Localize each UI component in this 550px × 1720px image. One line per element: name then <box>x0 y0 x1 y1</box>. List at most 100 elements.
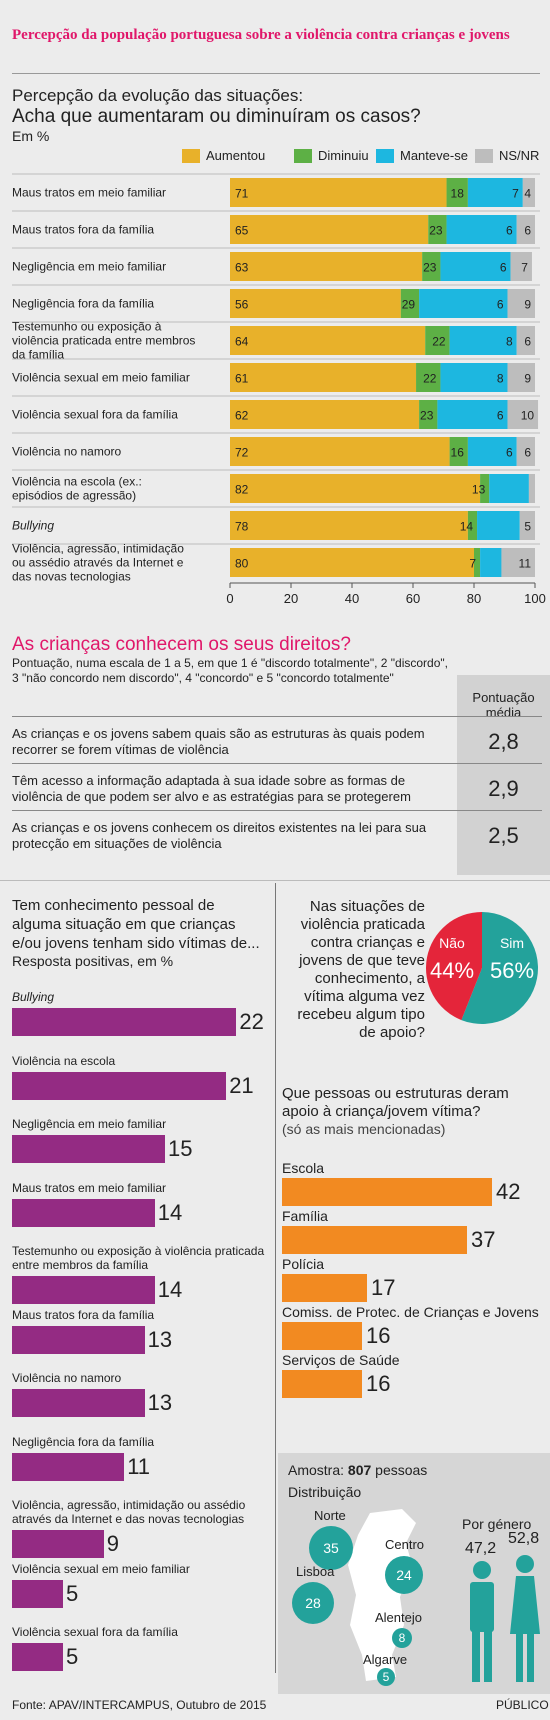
segment-value-label: 7 <box>469 557 476 571</box>
male-value: 47,2 <box>465 1540 497 1557</box>
segment-value-label: 8 <box>506 335 513 349</box>
segment-value-label: 23 <box>423 261 437 275</box>
publisher-credit: PÚBLICO <box>496 1698 549 1712</box>
category-label: Violência sexual em meio familiar <box>12 1561 190 1576</box>
bar <box>12 1008 237 1036</box>
bar <box>12 1198 155 1227</box>
bar-segment <box>507 363 535 392</box>
section-heading: Percepção da evolução das situações: <box>12 86 304 105</box>
segment-value-label: 80 <box>235 557 249 571</box>
divider <box>0 880 550 881</box>
segment-value-label: 78 <box>235 520 249 534</box>
bar-segment <box>507 400 539 429</box>
legend-item: Manteve-se <box>376 148 468 163</box>
segment-value-label: 62 <box>235 409 249 423</box>
segment-value-label: 63 <box>235 261 249 275</box>
category-label: Bullying <box>12 990 55 1004</box>
category-label: Violência no namoro <box>12 445 122 459</box>
segment-value-label: 65 <box>235 224 249 238</box>
gender-label: Por género <box>462 1516 532 1532</box>
bar-value-label: 13 <box>147 1326 173 1352</box>
scale-note: Pontuação, numa escala de 1 a 5, em que … <box>12 656 448 685</box>
sample-prefix: Amostra: <box>288 1462 348 1478</box>
legend-label: Manteve-se <box>400 148 468 163</box>
segment-value-label: 18 <box>451 187 465 201</box>
region-label: Alentejo <box>375 1610 422 1625</box>
bar-segment <box>230 215 429 244</box>
table-row: Têm acesso a informação adaptada à sua i… <box>12 763 542 815</box>
segment-value-label: 6 <box>506 224 513 238</box>
segment-value-label: 6 <box>524 224 531 238</box>
bar-segment <box>419 289 508 318</box>
pie-question: Nas situações de violência praticada con… <box>297 898 425 1041</box>
region-label: Algarve <box>363 1652 408 1667</box>
x-tick-label: 60 <box>406 591 420 606</box>
region-circle-centro: 24 <box>385 1556 423 1594</box>
bar-value-label: 5 <box>66 1644 79 1669</box>
region-circle-algarve: 5 <box>377 1668 395 1686</box>
divider <box>12 73 540 74</box>
segment-value-label: 7 <box>512 187 519 201</box>
category-label: Escola <box>282 1160 325 1176</box>
legend-swatch <box>182 148 200 163</box>
segment-value-label: 8 <box>497 372 504 386</box>
score-column <box>457 675 550 875</box>
legend-label: Diminuiu <box>318 148 369 163</box>
slice-label: Sim <box>500 935 524 951</box>
bar <box>282 1226 467 1254</box>
table-row: As crianças e os jovens conhecem os dire… <box>12 810 542 862</box>
category-label: Violência na escola <box>12 1053 116 1068</box>
category-label: Maus tratos fora da família <box>12 223 154 237</box>
bar <box>282 1274 367 1302</box>
category-label: Testemunho ou exposição à violência prat… <box>12 1244 265 1272</box>
region-circle-norte: 35 <box>309 1526 353 1570</box>
segment-value-label: 14 <box>460 520 474 534</box>
segment-value-label: 23 <box>420 409 434 423</box>
bar <box>282 1178 492 1206</box>
bar-segment <box>230 326 426 355</box>
bar <box>12 1071 227 1100</box>
slice-value: 56% <box>490 958 534 983</box>
bar-segment <box>449 326 517 355</box>
segment-value-label: 23 <box>429 224 443 238</box>
bar-value-label: 16 <box>366 1371 391 1396</box>
category-label: Bullying <box>12 519 54 533</box>
region-label: Centro <box>385 1537 425 1552</box>
category-label: Negligência em meio familiar <box>12 260 166 274</box>
segment-value-label: 6 <box>506 446 513 460</box>
category-label: Polícia <box>282 1256 325 1272</box>
section-subtitle: (só as mais mencionadas) <box>282 1121 446 1137</box>
category-label: Violência no namoro <box>12 1371 122 1385</box>
bar-segment <box>422 252 441 281</box>
category-label: Serviços de Saúde <box>282 1352 400 1368</box>
x-tick-label: 40 <box>345 591 359 606</box>
female-value: 52,8 <box>508 1530 540 1547</box>
bar-segment <box>230 400 420 429</box>
x-tick-label: 20 <box>284 591 298 606</box>
bar-value-label: 9 <box>106 1531 120 1556</box>
segment-value-label: 82 <box>235 483 249 497</box>
female-figure-icon <box>510 1555 540 1682</box>
segment-value-label: 56 <box>235 298 249 312</box>
bar-segment <box>230 289 401 318</box>
category-label: Violência, agressão, intimidação ou assé… <box>12 1498 246 1526</box>
category-label: Maus tratos em meio familiar <box>12 1180 167 1195</box>
bar-value-label: 5 <box>66 1580 79 1606</box>
legend-item: Diminuiu <box>294 148 369 163</box>
category-label: Violência sexual fora da família <box>12 1625 178 1639</box>
table-row: As crianças e os jovens sabem quais são … <box>12 716 542 768</box>
legend-swatch <box>475 148 493 163</box>
section-subtitle: Resposta positivas, em % <box>12 953 174 969</box>
segment-value-label: 6 <box>497 409 504 423</box>
source-note: Fonte: APAV/INTERCAMPUS, Outubro de 2015 <box>12 1698 267 1712</box>
legend-label: Aumentou <box>206 148 266 163</box>
x-tick-label: 80 <box>467 591 481 606</box>
bar-segment <box>510 252 532 281</box>
sample-suffix: pessoas <box>371 1462 428 1478</box>
category-label: Comiss. de Protec. de Crianças e Jovens <box>282 1304 539 1320</box>
region-label: Lisboa <box>296 1564 335 1579</box>
bar-segment <box>522 178 535 207</box>
unit-label: Em % <box>12 128 50 144</box>
legend-swatch <box>376 148 394 163</box>
